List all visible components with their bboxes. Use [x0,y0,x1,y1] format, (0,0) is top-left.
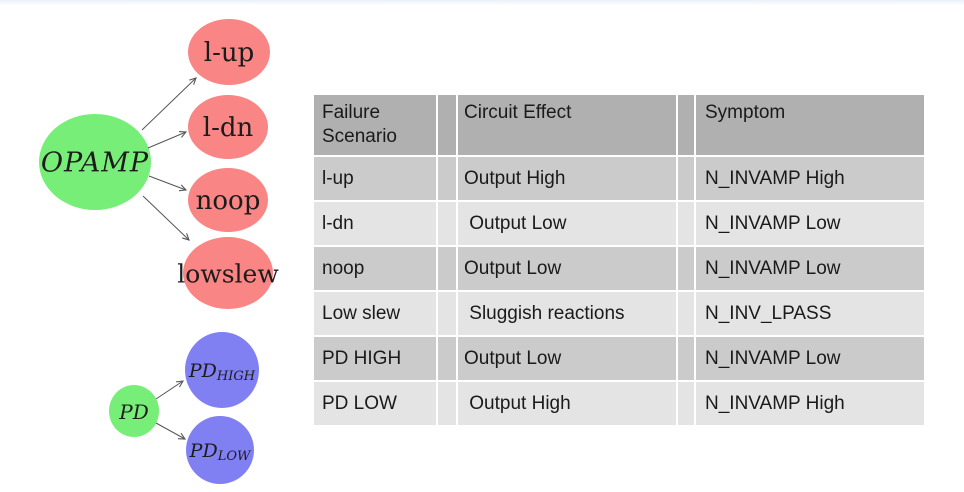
symptom-cell: N_INV_LPASS [696,292,924,335]
symptom-cell: N_INVAMP Low [696,202,924,245]
pd-low-node [186,416,254,484]
spacer-cell [438,382,456,425]
opamp-node [39,114,151,210]
failure-node-lowslew [183,237,273,309]
edge-opamp-to-noop [148,175,188,192]
spacer-cell [678,292,694,335]
scenario-cell: PD HIGH [314,337,436,380]
failure-node-l-dn [188,95,268,159]
pd-high-node [185,332,259,408]
effect-cell: Sluggish reactions [458,292,676,335]
top-edge-highlight [0,0,964,5]
spacer-cell [678,382,694,425]
spacer-cell [678,202,694,245]
spacer-cell [678,95,694,155]
effect-cell: Output High [458,157,676,200]
spacer-cell [438,292,456,335]
spacer-cell [678,337,694,380]
symptom-cell: N_INVAMP Low [696,337,924,380]
spacer-cell [678,157,694,200]
effect-cell: Output Low [458,337,676,380]
pd-low-node-label: PDLOW [189,440,252,464]
spacer-cell [438,202,456,245]
scenario-cell: l-dn [314,202,436,245]
edge-pd-to-pd-high [155,380,185,400]
failure-node-noop [188,168,268,232]
column-header-failure-scenario: Failure Scenario [314,95,436,155]
edge-opamp-to-l-dn [147,131,188,149]
fault-tree-diagram: OPAMP l-up l-dn noop lowslew PD PDHIGH P… [39,19,279,484]
effect-cell: Output Low [458,202,676,245]
failure-node-label-noop: noop [196,186,261,216]
failure-node-label-l-up: l-up [204,38,255,68]
spacer-cell [438,337,456,380]
symptom-cell: N_INVAMP High [696,382,924,425]
pd-node [109,385,159,437]
edge-opamp-to-lowslew [142,195,190,241]
edge-opamp-to-l-up [141,77,197,131]
spacer-cell [438,247,456,290]
failure-node-label-lowslew: lowslew [177,260,279,289]
pd-high-node-label: PDHIGH [188,360,256,384]
scenario-cell: noop [314,247,436,290]
column-header-symptom: Symptom [696,95,924,155]
failure-table: Failure Scenario Circuit Effect Symptom … [314,95,924,425]
effect-cell: Output Low [458,247,676,290]
edge-pd-to-pd-low [155,422,187,440]
column-header-circuit-effect: Circuit Effect [458,95,676,155]
symptom-cell: N_INVAMP High [696,157,924,200]
spacer-cell [678,247,694,290]
spacer-cell [438,157,456,200]
failure-node-l-up [188,19,270,85]
effect-cell: Output High [458,382,676,425]
failure-node-label-l-dn: l-dn [203,113,254,143]
scenario-cell: PD LOW [314,382,436,425]
symptom-cell: N_INVAMP Low [696,247,924,290]
scenario-cell: Low slew [314,292,436,335]
opamp-node-label: OPAMP [41,148,149,179]
scenario-cell: l-up [314,157,436,200]
pd-node-label: PD [118,400,149,424]
spacer-cell [438,95,456,155]
